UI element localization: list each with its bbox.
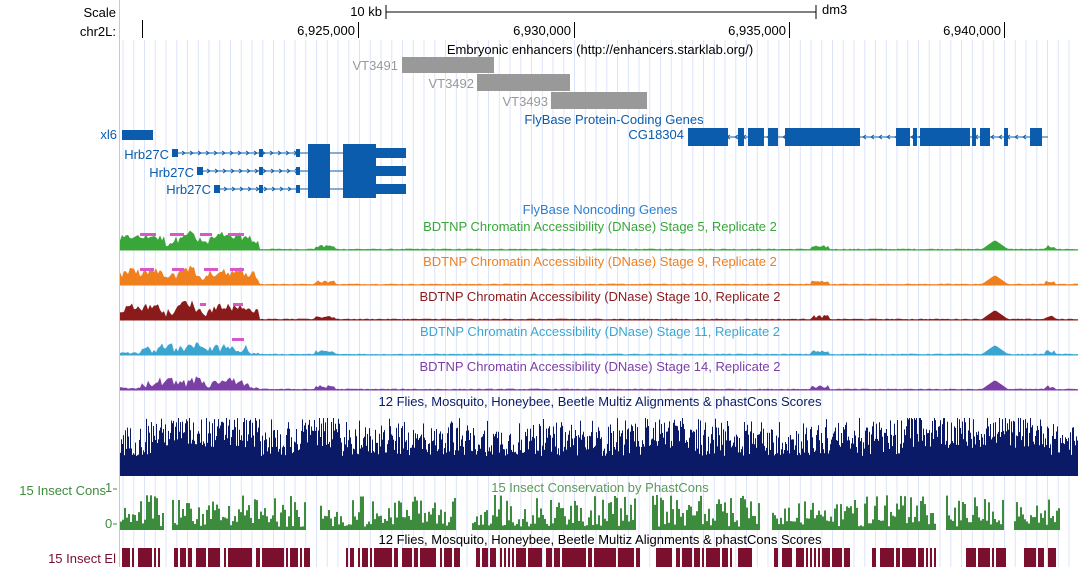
exon bbox=[197, 167, 203, 175]
enhancer-item-vt3492[interactable] bbox=[477, 74, 570, 91]
exon bbox=[172, 149, 178, 157]
cons-min-label: 0 bbox=[105, 516, 112, 531]
grid-lines bbox=[122, 40, 1070, 567]
exon bbox=[122, 130, 153, 140]
gene-label-cg18304[interactable]: CG18304 bbox=[628, 127, 684, 142]
dnase-stage5-signal[interactable] bbox=[120, 230, 1078, 251]
scale-label: Scale bbox=[83, 5, 116, 20]
ruler-tick-label: 6,930,000 bbox=[513, 23, 571, 38]
enhancer-label-vt3491[interactable]: VT3491 bbox=[352, 58, 398, 73]
enhancer-label-vt3493[interactable]: VT3493 bbox=[502, 94, 548, 109]
enhancer-label-vt3492[interactable]: VT3492 bbox=[428, 76, 474, 91]
ruler-tick-label: 6,925,000 bbox=[297, 23, 355, 38]
assembly-label: dm3 bbox=[822, 2, 847, 17]
dnase-stage11-title[interactable]: BDTNP Chromatin Accessibility (DNase) St… bbox=[420, 324, 780, 339]
enhancer-item-vt3491[interactable] bbox=[402, 57, 494, 73]
gene-label-hrb27c[interactable]: Hrb27C bbox=[166, 182, 211, 197]
gene-label-xl6[interactable]: xl6 bbox=[100, 127, 117, 142]
gene-models[interactable] bbox=[122, 128, 1048, 198]
enhancer-item-vt3493[interactable] bbox=[551, 92, 647, 109]
ruler-tick-label: 6,940,000 bbox=[943, 23, 1001, 38]
cons-side-label: 15 Insect Cons bbox=[19, 483, 106, 498]
ruler-ticks: 6,925,000 6,930,000 6,935,000 6,940,000 bbox=[297, 22, 1005, 38]
exon bbox=[214, 185, 220, 193]
cons-phastcons-signal[interactable] bbox=[120, 495, 1060, 530]
dnase-stage11-signal[interactable] bbox=[120, 338, 1078, 356]
dnase-stage14-title[interactable]: BDTNP Chromatin Accessibility (DNase) St… bbox=[419, 359, 780, 374]
conserved-elements[interactable] bbox=[122, 548, 1056, 567]
ruler-tick-label: 6,935,000 bbox=[728, 23, 786, 38]
multiz-conservation-signal[interactable] bbox=[120, 418, 1078, 476]
chrom-label: chr2L: bbox=[80, 24, 116, 39]
multiz-track-title[interactable]: 12 Flies, Mosquito, Honeybee, Beetle Mul… bbox=[379, 394, 822, 409]
gene-label-hrb27c[interactable]: Hrb27C bbox=[124, 147, 169, 162]
dnase-stage9-title[interactable]: BDTNP Chromatin Accessibility (DNase) St… bbox=[423, 254, 777, 269]
gene-label-hrb27c[interactable]: Hrb27C bbox=[149, 165, 194, 180]
cons-track-title[interactable]: 15 Insect Conservation by PhastCons bbox=[491, 480, 709, 495]
noncoding-track-title[interactable]: FlyBase Noncoding Genes bbox=[523, 202, 678, 217]
elements-side-label: 15 Insect El bbox=[48, 551, 116, 566]
scale-bar bbox=[385, 5, 817, 19]
dnase-stage9-signal[interactable] bbox=[120, 265, 1078, 286]
cons-max-label: 1 bbox=[105, 480, 112, 495]
dnase-stage10-signal[interactable] bbox=[120, 300, 1078, 321]
dnase-stage14-signal[interactable] bbox=[120, 376, 1078, 391]
dnase-stage10-title[interactable]: BDTNP Chromatin Accessibility (DNase) St… bbox=[419, 289, 780, 304]
enhancers-track-title[interactable]: Embryonic enhancers (http://enhancers.st… bbox=[447, 42, 753, 57]
protein-coding-track-title[interactable]: FlyBase Protein-Coding Genes bbox=[524, 112, 704, 127]
multiz2-track-title[interactable]: 12 Flies, Mosquito, Honeybee, Beetle Mul… bbox=[379, 532, 822, 547]
dnase-stage5-title[interactable]: BDTNP Chromatin Accessibility (DNase) St… bbox=[423, 219, 777, 234]
scale-bar-label: 10 kb bbox=[350, 4, 382, 19]
